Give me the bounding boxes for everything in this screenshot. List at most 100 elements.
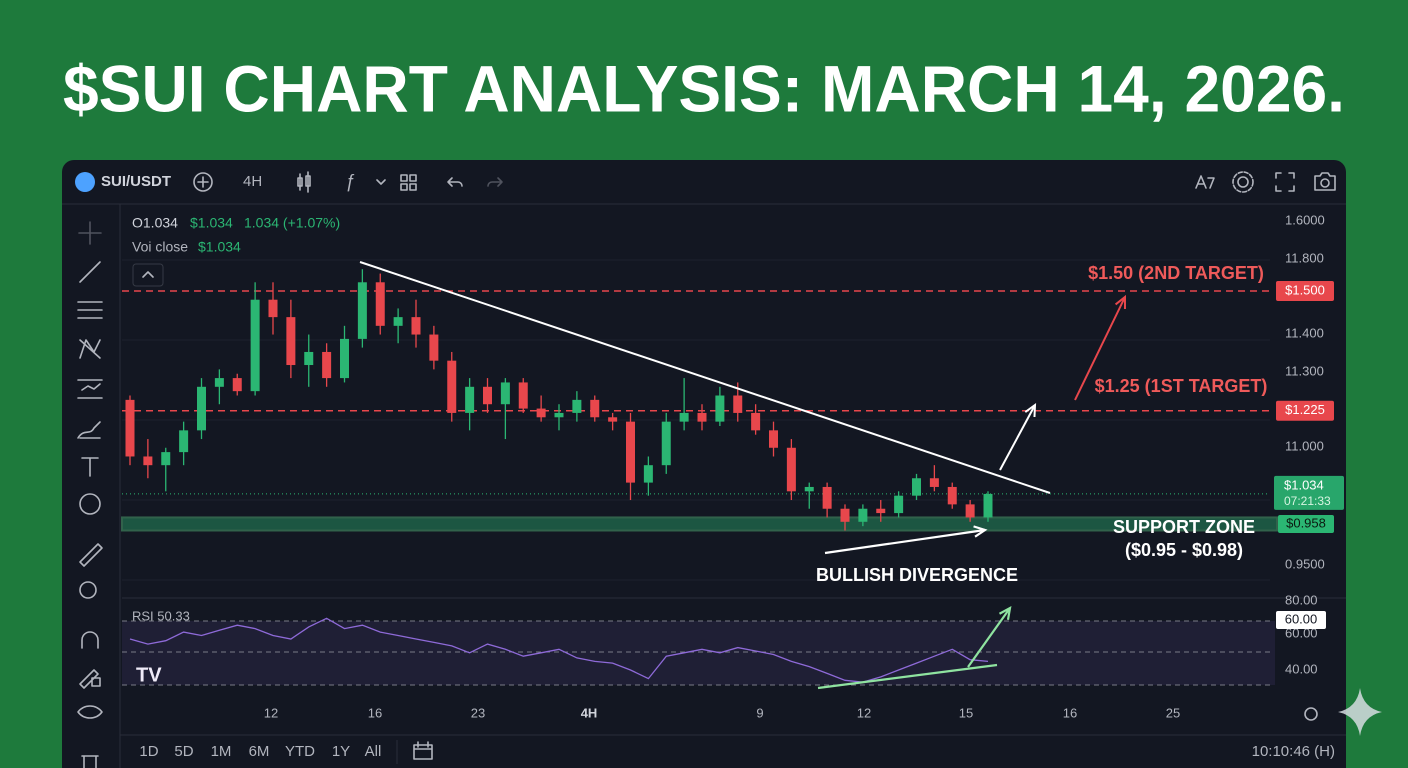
range-button[interactable]: YTD xyxy=(285,743,315,760)
price-axis-label: 11.300 xyxy=(1285,363,1324,378)
current-price-tag: $1.034 xyxy=(1284,477,1324,492)
trash-tool[interactable] xyxy=(81,755,99,768)
price-axis-label: 11.000 xyxy=(1285,438,1324,453)
interval[interactable]: 4H xyxy=(243,173,262,190)
range-button[interactable]: 1Y xyxy=(332,743,350,760)
target-2-label: $1.50 (2ND TARGET) xyxy=(1088,263,1264,283)
candle-body xyxy=(340,338,349,379)
trendline xyxy=(359,261,1051,494)
time-axis-label: 15 xyxy=(959,705,973,720)
candle-body xyxy=(912,478,921,496)
time-axis-label: 4H xyxy=(581,705,598,720)
candle-body xyxy=(197,386,206,431)
range-button[interactable]: All xyxy=(365,743,382,760)
redo-button[interactable] xyxy=(487,177,503,187)
settings-button[interactable] xyxy=(1237,176,1249,188)
collapse-legend-button[interactable] xyxy=(132,263,164,287)
candle-body xyxy=(733,395,743,413)
candle-body xyxy=(125,399,135,457)
layouts-button[interactable] xyxy=(400,174,417,191)
candle-body xyxy=(822,486,832,509)
target-arrow-head xyxy=(1114,294,1127,310)
axis-settings-button[interactable] xyxy=(1304,707,1318,721)
undo-button[interactable] xyxy=(447,177,463,187)
compare-button[interactable] xyxy=(193,172,213,192)
time-axis-label: 12 xyxy=(264,705,278,720)
candle-body xyxy=(983,493,993,518)
collapse-caret xyxy=(142,271,154,278)
candle-body xyxy=(411,317,421,335)
fib-tool[interactable] xyxy=(77,301,103,319)
candle-body xyxy=(483,386,492,405)
measure-tool[interactable] xyxy=(79,543,103,567)
crosshair-tool[interactable] xyxy=(78,221,102,245)
current-price-box xyxy=(1274,475,1344,510)
candle-body xyxy=(322,351,332,379)
candle-body xyxy=(179,430,189,453)
pattern-tool[interactable] xyxy=(79,339,101,359)
emoji-tool[interactable] xyxy=(79,493,101,515)
candle-body xyxy=(250,299,260,392)
rsi-axis-label: 80.00 xyxy=(1285,592,1318,607)
lock-tool[interactable] xyxy=(79,669,101,689)
date-range-button[interactable] xyxy=(413,741,433,760)
range-button[interactable]: 1M xyxy=(211,743,232,760)
indicators-caret xyxy=(376,179,386,185)
candle-body xyxy=(590,399,600,418)
translate-button[interactable] xyxy=(1195,175,1215,189)
support-title: SUPPORT ZONE xyxy=(1113,517,1255,537)
candle-body xyxy=(858,508,868,522)
legend-change: 1.034 (+1.07%) xyxy=(244,215,340,231)
clock: 10:10:46 (H) xyxy=(1252,743,1335,760)
magnet-tool[interactable] xyxy=(81,631,99,649)
candle-body xyxy=(804,486,814,492)
tv-logo: TV xyxy=(136,664,162,686)
fullscreen-button[interactable] xyxy=(1275,172,1295,192)
time-axis-label: 9 xyxy=(756,705,763,720)
price-axis-label: 1.6000 xyxy=(1285,212,1325,227)
price-axis-label: 0.9500 xyxy=(1285,556,1325,571)
candle-body xyxy=(375,282,385,326)
drawing-tools xyxy=(77,221,103,768)
time-axis-label: 12 xyxy=(857,705,871,720)
rsi-legend: RSI 50.33 xyxy=(132,608,190,623)
candle-body xyxy=(715,395,725,422)
text-tool[interactable] xyxy=(81,457,99,477)
candle-body xyxy=(536,408,546,418)
candle-body xyxy=(429,334,439,361)
symbol[interactable]: SUI/USDT xyxy=(101,173,171,190)
visibility-tool[interactable] xyxy=(77,705,103,719)
candle-body xyxy=(518,382,528,409)
rsi-arrow-head xyxy=(998,605,1012,621)
target-tag: $1.225 xyxy=(1285,402,1325,417)
price-axis-label: 11.400 xyxy=(1285,325,1324,340)
page-title: $SUI CHART ANALYSIS: MARCH 14, 2026. xyxy=(63,51,1345,125)
support-tag: $0.958 xyxy=(1286,515,1326,530)
snapshot-button[interactable] xyxy=(1314,172,1336,191)
candle-body xyxy=(661,421,671,466)
legend-volume-label: Voi close xyxy=(132,239,188,255)
range-button[interactable]: 1D xyxy=(139,743,158,760)
indicators-button[interactable]: ƒ xyxy=(345,171,355,191)
divergence-arrow-head xyxy=(973,525,988,538)
trendline-tool[interactable] xyxy=(79,261,101,283)
chart-type-button[interactable] xyxy=(297,171,311,193)
prediction-tool[interactable] xyxy=(77,379,103,399)
candle-body xyxy=(769,430,778,448)
rsi-band xyxy=(122,621,1275,685)
target-tag-box xyxy=(1276,280,1334,301)
symbol-icon[interactable] xyxy=(75,172,95,192)
target-tag-box xyxy=(1276,400,1334,421)
candle-body xyxy=(357,282,367,339)
candle-body xyxy=(643,465,653,483)
candle-body xyxy=(304,351,314,366)
range-button[interactable]: 5D xyxy=(174,743,193,760)
candle-body xyxy=(626,421,635,483)
zoom-tool[interactable] xyxy=(79,581,97,599)
brush-tool[interactable] xyxy=(77,421,101,439)
support-zone xyxy=(121,516,1278,532)
candle-body xyxy=(929,478,939,487)
range-button[interactable]: 6M xyxy=(249,743,270,760)
candle-body xyxy=(965,504,975,518)
